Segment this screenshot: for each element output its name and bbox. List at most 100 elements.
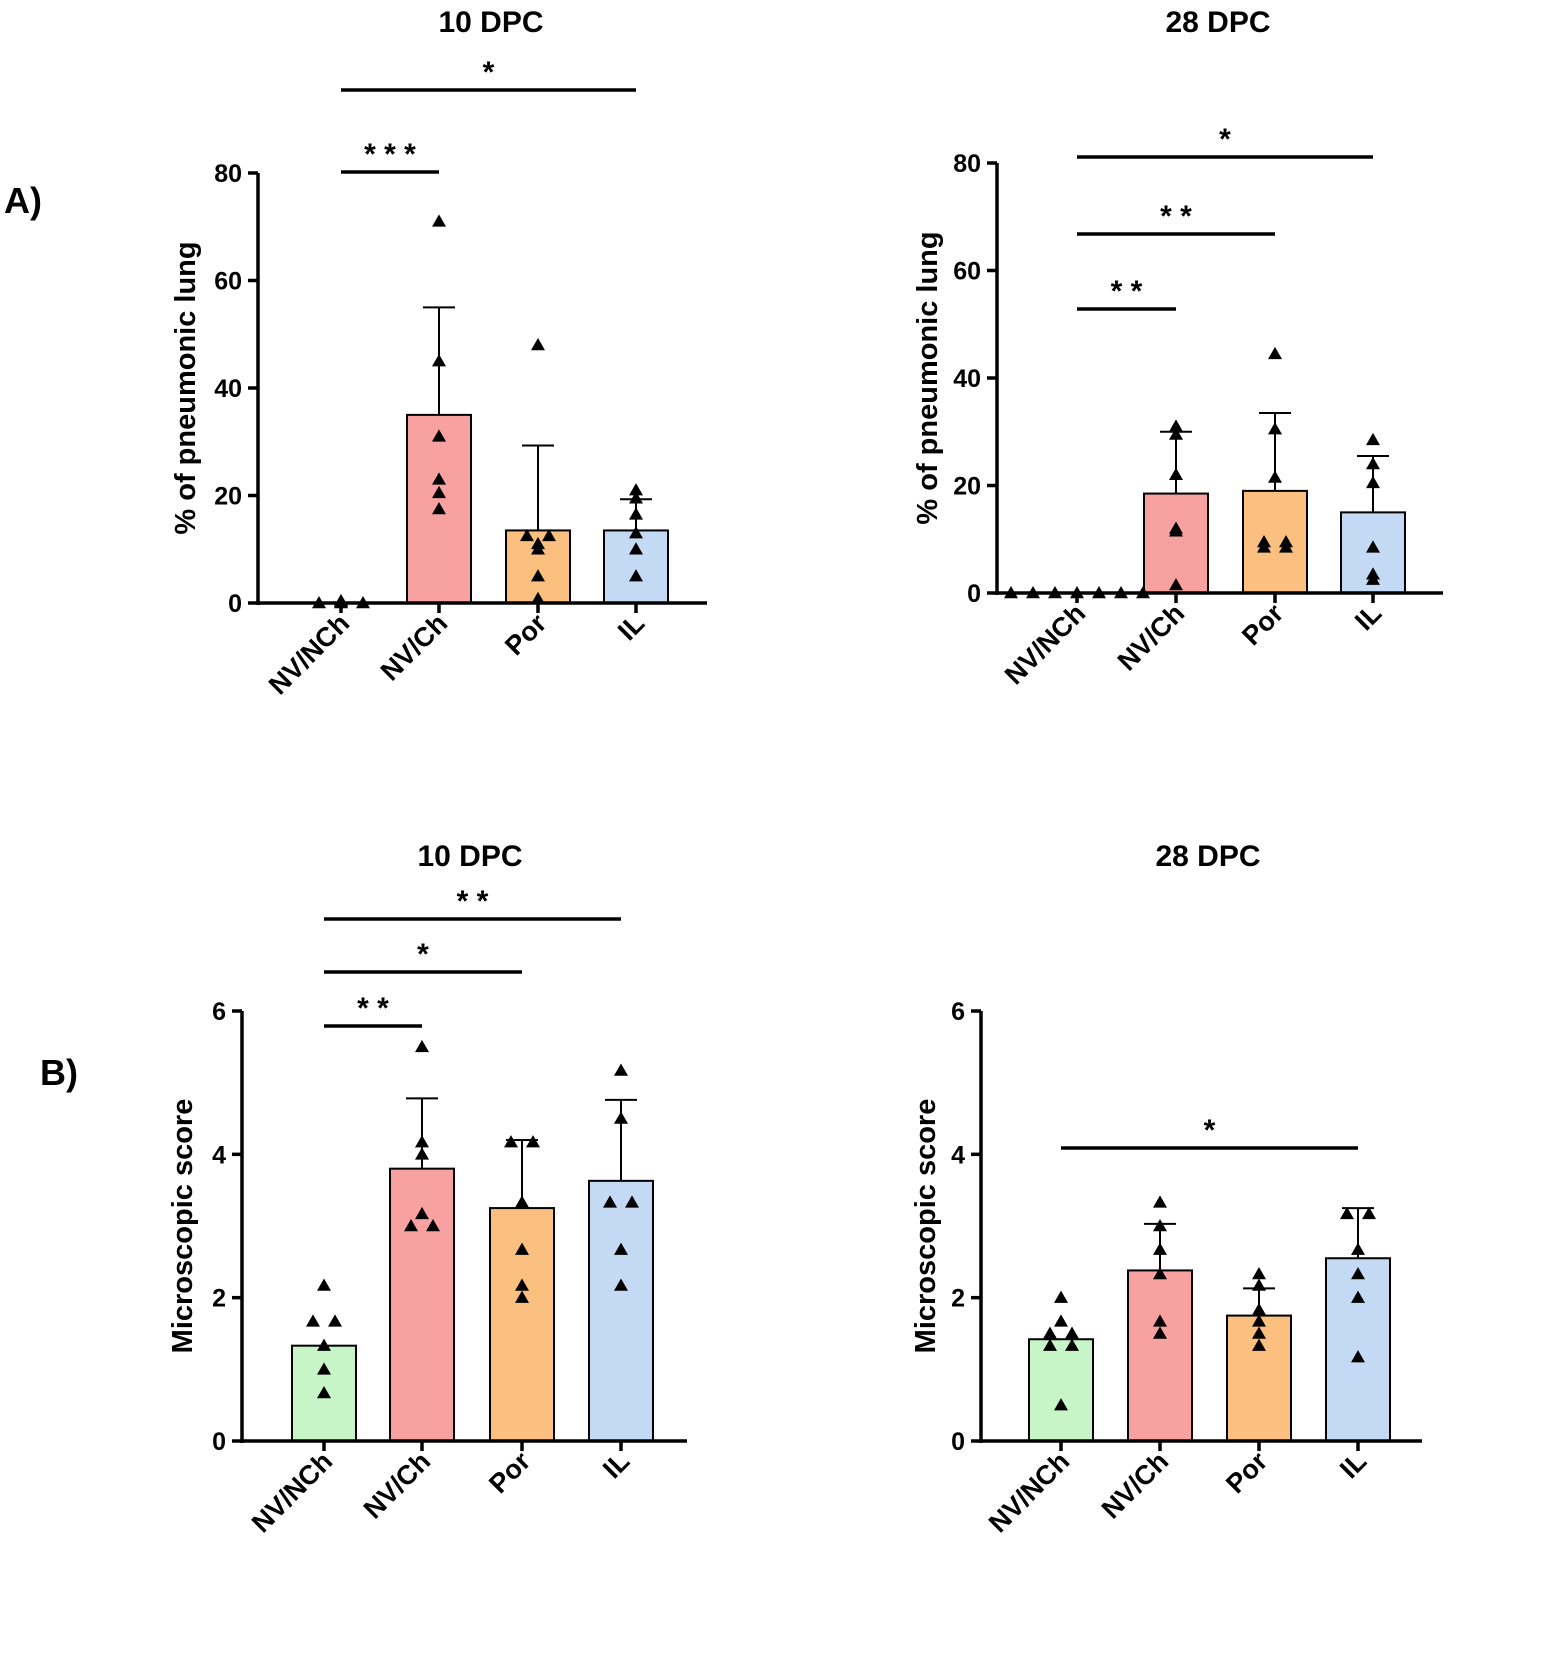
data-point — [1054, 1290, 1068, 1303]
data-point — [614, 1111, 628, 1124]
data-point — [1054, 1398, 1068, 1411]
data-point — [1351, 1350, 1365, 1363]
data-point — [1366, 457, 1380, 470]
y-tick-label: 0 — [228, 590, 242, 618]
data-point — [1065, 1326, 1079, 1339]
data-point — [432, 485, 446, 499]
data-point — [1268, 470, 1282, 483]
data-point — [629, 569, 643, 582]
data-point — [1252, 1326, 1266, 1339]
y-tick-label: 2 — [212, 1285, 226, 1313]
significance-label: * — [483, 56, 495, 89]
significance-label: * * * — [364, 138, 416, 171]
data-point — [306, 1314, 320, 1327]
data-point — [415, 1147, 429, 1160]
x-tick-label: NV/NCh — [983, 1446, 1075, 1538]
significance-label: * * — [357, 992, 389, 1025]
data-point — [531, 569, 545, 582]
bar-il — [588, 1179, 654, 1442]
data-point — [520, 528, 534, 542]
data-point — [629, 542, 643, 555]
data-point — [1169, 577, 1183, 591]
data-point — [1065, 1338, 1079, 1351]
y-tick-label: 0 — [967, 580, 981, 608]
panel-label-a: A) — [4, 180, 42, 221]
data-point — [614, 1242, 628, 1255]
data-point — [1351, 1242, 1365, 1255]
data-point — [415, 1135, 429, 1148]
y-axis-label: Microscopic score — [910, 1099, 942, 1354]
data-point — [317, 1362, 331, 1375]
data-point — [614, 1063, 628, 1076]
data-point — [432, 429, 446, 442]
data-point — [1252, 1314, 1266, 1327]
data-point — [317, 1278, 331, 1291]
y-tick-label: 2 — [951, 1285, 965, 1313]
data-point — [1153, 1219, 1167, 1232]
chart-title: 10 DPC — [438, 6, 543, 39]
data-point — [1257, 540, 1271, 553]
significance-label: * * — [457, 885, 489, 918]
data-point — [614, 1278, 628, 1291]
data-point — [426, 1219, 440, 1232]
data-point — [1252, 1267, 1266, 1280]
data-point — [415, 1039, 429, 1053]
x-tick-label: Por — [1220, 1446, 1273, 1499]
data-point — [1340, 1206, 1354, 1220]
x-tick-label: Por — [499, 608, 552, 661]
chart-title: 28 DPC — [1165, 6, 1270, 39]
x-tick-label: IL — [612, 608, 650, 646]
data-point — [432, 354, 446, 367]
chart-a-28dpc: 28 DPC % of pneumonic lung 0 20 40 60 80 NV/NCh… — [912, 6, 1443, 690]
data-point — [1362, 1206, 1376, 1220]
data-point — [515, 1278, 529, 1291]
y-tick-label: 4 — [951, 1141, 965, 1169]
bar-nv-ch — [1127, 1269, 1193, 1443]
y-tick-label: 6 — [951, 998, 965, 1026]
y-axis-label: % of pneumonic lung — [170, 241, 202, 534]
significance-label: * — [1219, 123, 1231, 156]
bar-nv-nch — [1028, 1338, 1094, 1442]
significance-label: * * — [1111, 275, 1143, 308]
data-point — [404, 1219, 418, 1232]
data-point — [542, 528, 556, 542]
x-tick-label: NV/NCh — [263, 608, 355, 700]
data-point — [1351, 1290, 1365, 1303]
data-point — [1169, 467, 1183, 480]
y-tick-label: 40 — [214, 375, 242, 403]
x-tick-label: NV/Ch — [1096, 1446, 1174, 1524]
bar-por — [1242, 489, 1308, 594]
chart-b-28dpc: 28 DPC Microscopic score 0 2 4 6 NV/NCh NV/Ch Po… — [910, 840, 1422, 1538]
data-point — [1054, 1314, 1068, 1327]
y-tick-label: 80 — [214, 160, 242, 188]
y-tick-label: 40 — [953, 365, 981, 393]
data-point — [1366, 475, 1380, 489]
data-point — [603, 1195, 617, 1208]
data-point — [504, 1135, 518, 1148]
data-point — [317, 1338, 331, 1351]
data-point — [432, 501, 446, 515]
data-point — [1153, 1242, 1167, 1255]
y-tick-label: 20 — [953, 473, 981, 501]
data-point — [1366, 540, 1380, 553]
data-point — [1169, 427, 1183, 440]
data-point — [328, 1314, 342, 1327]
chart-b-10dpc: 10 DPC Microscopic score 0 2 4 6 NV/NCh NV/Ch Po… — [167, 840, 687, 1538]
data-point — [415, 1206, 429, 1220]
x-tick-label: NV/Ch — [375, 608, 453, 686]
bar-il — [603, 529, 669, 604]
data-point — [1351, 1267, 1365, 1280]
data-point — [1169, 524, 1183, 537]
x-tick-label: IL — [1334, 1446, 1372, 1484]
x-tick-label: NV/Ch — [358, 1446, 436, 1524]
significance-label: * — [417, 938, 429, 971]
data-point — [625, 1195, 639, 1208]
data-point — [317, 1385, 331, 1399]
data-point — [531, 591, 545, 604]
data-point — [629, 483, 643, 496]
data-point — [531, 338, 545, 351]
y-tick-label: 0 — [212, 1428, 226, 1456]
data-point — [1279, 540, 1293, 553]
data-point — [531, 542, 545, 555]
